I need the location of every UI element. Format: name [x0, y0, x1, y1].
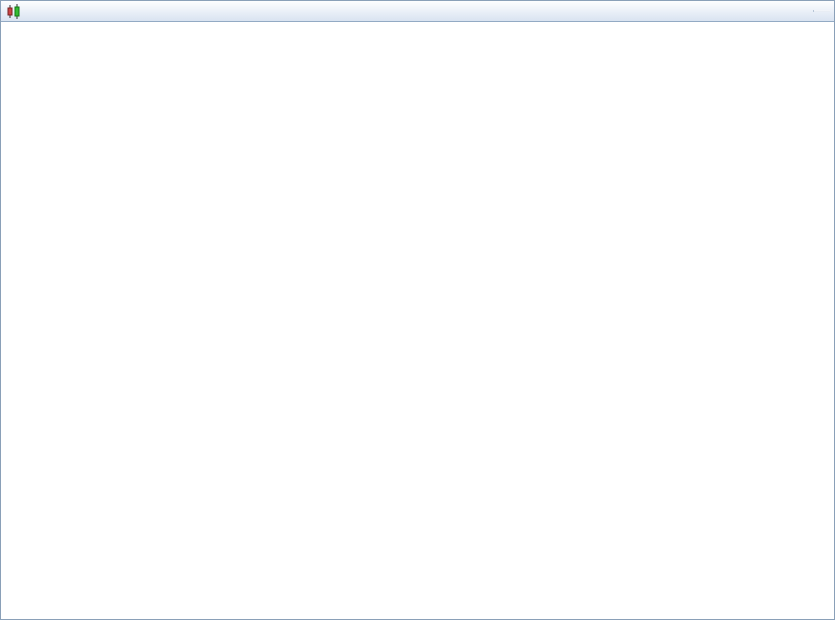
candlestick-icon: [6, 3, 22, 19]
title-bar: [1, 1, 834, 22]
site-link[interactable]: [813, 10, 830, 12]
